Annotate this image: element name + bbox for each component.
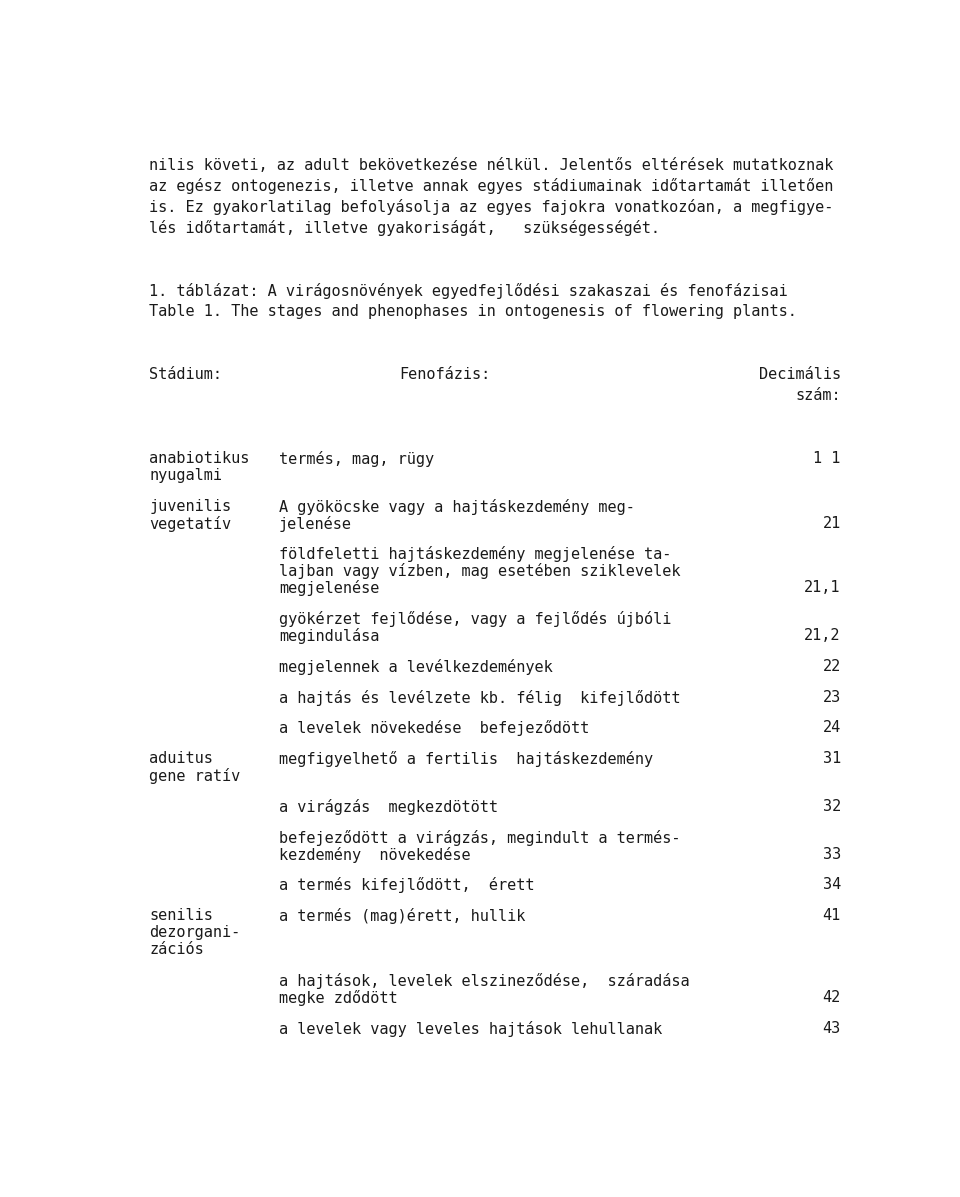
Text: a termés (mag)érett, hullik: a termés (mag)érett, hullik xyxy=(278,909,525,924)
Text: 21,1: 21,1 xyxy=(804,581,841,595)
Text: 23: 23 xyxy=(823,689,841,705)
Text: a hajtás és levélzete kb. félig  kifejlődött: a hajtás és levélzete kb. félig kifejlőd… xyxy=(278,689,681,705)
Text: 42: 42 xyxy=(823,990,841,1004)
Text: a termés kifejlődött,  érett: a termés kifejlődött, érett xyxy=(278,877,535,893)
Text: 21: 21 xyxy=(823,516,841,530)
Text: az egész ontogenezis, illetve annak egyes stádiumainak időtartamát illetően: az egész ontogenezis, illetve annak egye… xyxy=(150,178,834,194)
Text: 41: 41 xyxy=(823,909,841,923)
Text: Stádium:: Stádium: xyxy=(150,367,223,382)
Text: 31: 31 xyxy=(823,752,841,766)
Text: lajban vagy vízben, mag esetében sziklevelek: lajban vagy vízben, mag esetében sziklev… xyxy=(278,564,681,579)
Text: gene ratív: gene ratív xyxy=(150,768,241,784)
Text: Fenofázis:: Fenofázis: xyxy=(399,367,491,382)
Text: 21,2: 21,2 xyxy=(804,628,841,643)
Text: termés, mag, rügy: termés, mag, rügy xyxy=(278,451,434,467)
Text: Decimális: Decimális xyxy=(758,367,841,382)
Text: Table 1. The stages and phenophases in ontogenesis of flowering plants.: Table 1. The stages and phenophases in o… xyxy=(150,304,798,318)
Text: megjelenése: megjelenése xyxy=(278,581,379,596)
Text: szám:: szám: xyxy=(795,388,841,402)
Text: földfeletti hajtáskezdemény megjelenése ta-: földfeletti hajtáskezdemény megjelenése … xyxy=(278,546,671,563)
Text: A gyököcske vagy a hajtáskezdemény meg-: A gyököcske vagy a hajtáskezdemény meg- xyxy=(278,499,635,515)
Text: a virágzás  megkezdötött: a virágzás megkezdötött xyxy=(278,798,498,815)
Text: befejeződött a virágzás, megindult a termés-: befejeződött a virágzás, megindult a ter… xyxy=(278,830,681,846)
Text: dezorgani-: dezorgani- xyxy=(150,925,241,940)
Text: a levelek növekedése  befejeződött: a levelek növekedése befejeződött xyxy=(278,721,589,736)
Text: megindulása: megindulása xyxy=(278,628,379,644)
Text: 24: 24 xyxy=(823,721,841,735)
Text: juvenilis: juvenilis xyxy=(150,499,231,514)
Text: 22: 22 xyxy=(823,658,841,674)
Text: nilis követi, az adult bekövetkezése nélkül. Jelentős eltérések mutatkoznak: nilis követi, az adult bekövetkezése nél… xyxy=(150,158,834,172)
Text: is. Ez gyakorlatilag befolyásolja az egyes fajokra vonatkozóan, a megfigye-: is. Ez gyakorlatilag befolyásolja az egy… xyxy=(150,199,834,215)
Text: 32: 32 xyxy=(823,798,841,814)
Text: anabiotikus: anabiotikus xyxy=(150,451,250,466)
Text: kezdemény  növekedése: kezdemény növekedése xyxy=(278,846,470,863)
Text: 33: 33 xyxy=(823,846,841,862)
Text: senilis: senilis xyxy=(150,909,213,923)
Text: gyökérzet fejlődése, vagy a fejlődés újbóli: gyökérzet fejlődése, vagy a fejlődés újb… xyxy=(278,610,671,627)
Text: a hajtások, levelek elszineződése,  száradása: a hajtások, levelek elszineződése, szára… xyxy=(278,973,689,989)
Text: lés időtartamát, illetve gyakoriságát,   szükségességét.: lés időtartamát, illetve gyakoriságát, s… xyxy=(150,220,660,236)
Text: 1. táblázat: A virágosnövények egyedfejlődési szakaszai és fenofázisai: 1. táblázat: A virágosnövények egyedfejl… xyxy=(150,282,788,299)
Text: megfigyelhető a fertilis  hajtáskezdemény: megfigyelhető a fertilis hajtáskezdemény xyxy=(278,752,653,767)
Text: 34: 34 xyxy=(823,877,841,893)
Text: 43: 43 xyxy=(823,1021,841,1035)
Text: megjelennek a levélkezdemények: megjelennek a levélkezdemények xyxy=(278,658,553,675)
Text: aduitus: aduitus xyxy=(150,752,213,766)
Text: jelenése: jelenése xyxy=(278,516,352,531)
Text: zációs: zációs xyxy=(150,942,204,958)
Text: vegetatív: vegetatív xyxy=(150,516,231,531)
Text: megke zdődött: megke zdődött xyxy=(278,990,397,1005)
Text: 1 1: 1 1 xyxy=(813,451,841,466)
Text: a levelek vagy leveles hajtások lehullanak: a levelek vagy leveles hajtások lehullan… xyxy=(278,1021,662,1037)
Text: nyugalmi: nyugalmi xyxy=(150,468,223,482)
